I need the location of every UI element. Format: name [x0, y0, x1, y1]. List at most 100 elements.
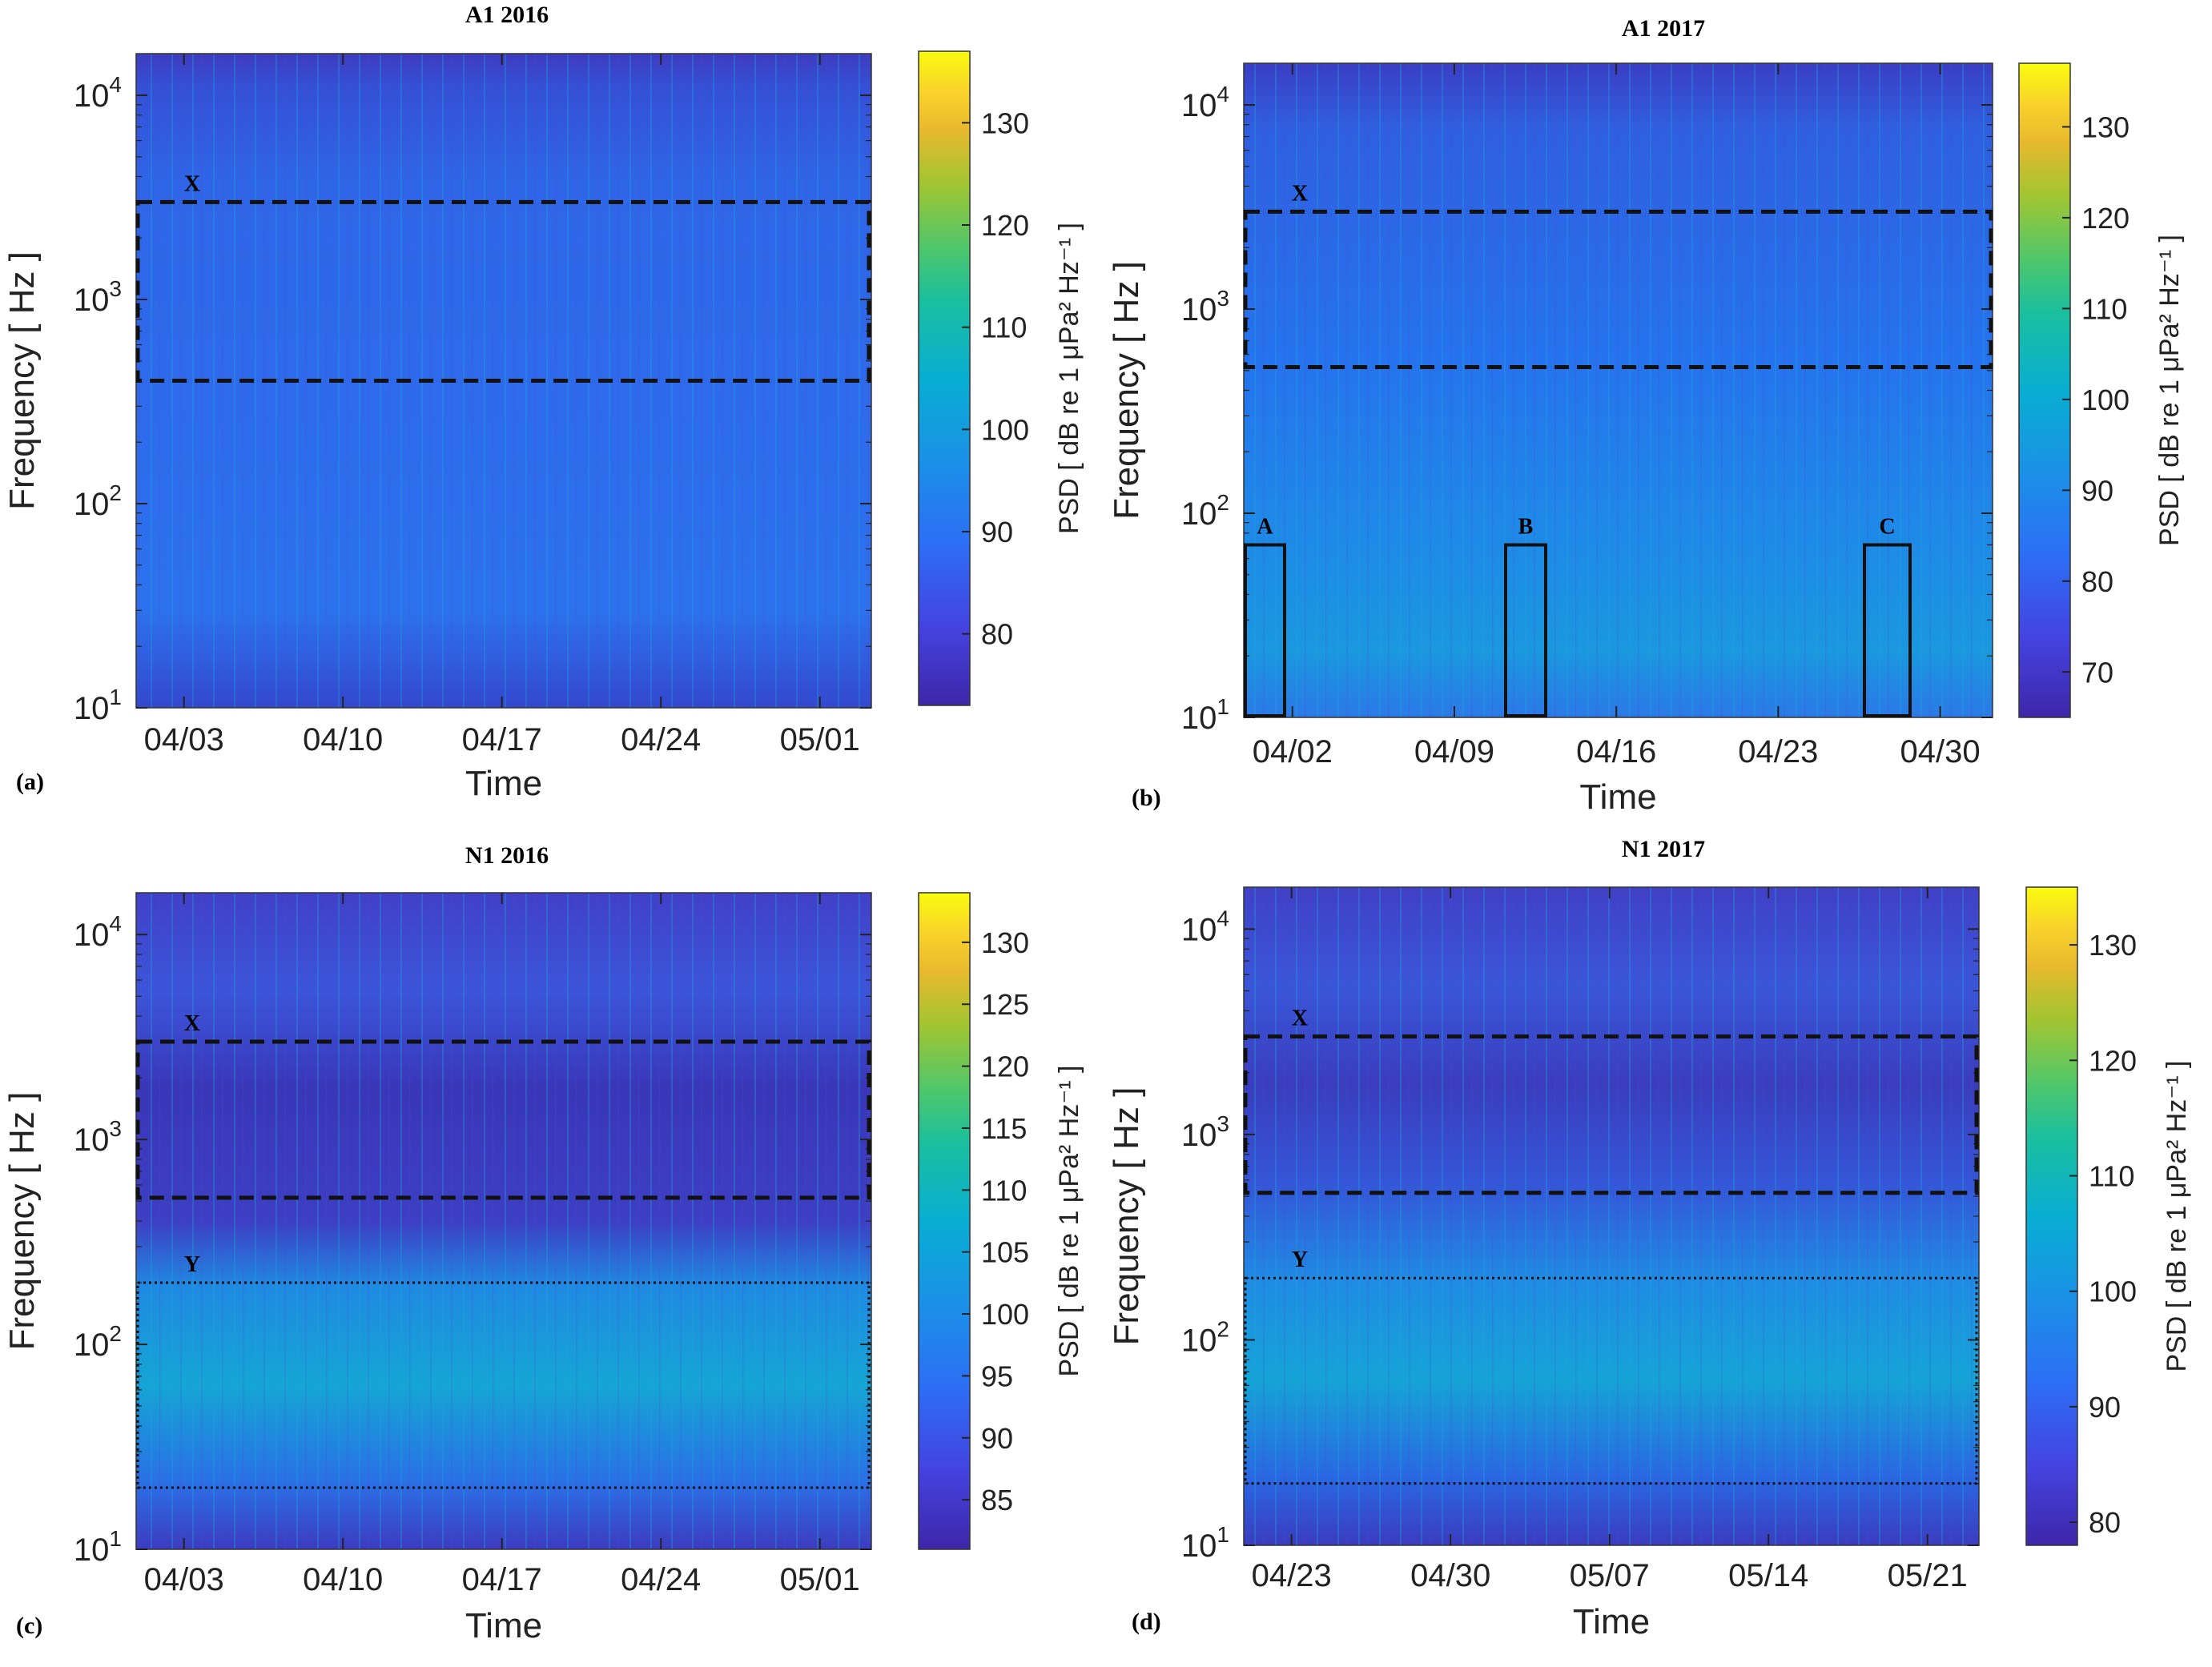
colorbar-tick-label: 100: [2089, 1275, 2137, 1308]
y-tick-label: 102: [74, 1321, 122, 1363]
y-axis-label: Frequency [ Hz ]: [2, 251, 42, 510]
region-label: X: [1292, 1006, 1308, 1031]
region-label: X: [184, 171, 200, 196]
y-tick-exponent: 4: [109, 72, 122, 97]
colorbar: [918, 50, 971, 706]
panel-2: A1 2017 (b) 101 102 103 104 04/02 04/09 04/16 04/…: [1107, 15, 2185, 817]
y-tick-exponent: 1: [1217, 1522, 1229, 1547]
colorbar-tick-label: 110: [2081, 292, 2127, 325]
y-tick-label: 103: [1181, 286, 1229, 327]
y-tick-exponent: 3: [109, 276, 122, 301]
colorbar-tick-label: 120: [981, 209, 1029, 242]
y-tick-exponent: 3: [1217, 1111, 1229, 1136]
region-label: B: [1518, 515, 1534, 540]
colorbar-tick-label: 100: [981, 1298, 1029, 1331]
y-tick-exponent: 3: [109, 1116, 122, 1141]
colorbar-tick-label: 80: [981, 618, 1013, 651]
region-box-c: [1863, 543, 1912, 718]
y-tick-label: 101: [74, 685, 122, 726]
y-tick-label: 103: [1181, 1111, 1229, 1153]
colorbar-tick-label: 110: [981, 311, 1027, 344]
spectrogram-texture: [136, 54, 871, 708]
panel-1: A1 2016 (a) 101 102 103 104 04/03 04/10 04/17 04/…: [2, 2, 1084, 803]
chart-title: N1 2017: [1622, 836, 1705, 862]
region-box-b: [1504, 543, 1547, 718]
y-tick-label: 104: [74, 72, 122, 114]
y-tick-exponent: 4: [1217, 82, 1229, 106]
y-tick-label: 104: [1181, 82, 1229, 123]
y-tick-label: 101: [1181, 694, 1229, 736]
y-tick-label: 102: [1181, 490, 1229, 532]
x-tick-label: 05/01: [780, 1562, 860, 1597]
panel-label: (c): [16, 1613, 42, 1639]
y-tick-label: 102: [1181, 1316, 1229, 1358]
colorbar: [2018, 62, 2071, 718]
y-tick-exponent: 2: [109, 1321, 122, 1346]
chart-title: N1 2016: [465, 842, 549, 869]
y-tick-label: 101: [74, 1526, 122, 1568]
x-axis-label: Time: [465, 764, 542, 803]
region-label: Y: [1292, 1247, 1308, 1272]
x-axis-label: Time: [1579, 777, 1656, 817]
panel-3: N1 2016 (c) 101 102 103 104 04/03 04/10 04/17 04/…: [2, 842, 1084, 1645]
colorbar-tick-label: 105: [981, 1236, 1029, 1269]
y-axis-label: Frequency [ Hz ]: [2, 1092, 42, 1351]
y-tick-exponent: 4: [109, 911, 122, 936]
x-tick-label: 04/30: [1900, 734, 1980, 769]
y-tick-label: 102: [74, 480, 122, 522]
colorbar-tick-label: 115: [981, 1112, 1027, 1145]
spectrogram-texture: [1244, 887, 1979, 1545]
spectrogram-texture: [1244, 63, 1993, 717]
x-tick-label: 04/30: [1410, 1558, 1490, 1593]
colorbar-tick-label: 90: [981, 1422, 1013, 1455]
y-tick-label: 101: [1181, 1522, 1229, 1564]
y-axis-label: Frequency [ Hz ]: [1107, 261, 1146, 520]
colorbar-tick-label: 100: [981, 413, 1029, 446]
panel-label: (a): [16, 769, 44, 795]
x-tick-label: 05/07: [1570, 1558, 1650, 1593]
y-tick-label: 104: [1181, 906, 1229, 947]
colorbar-tick-label: 80: [2089, 1506, 2121, 1539]
region-box-x: [1243, 1034, 1979, 1195]
x-tick-label: 05/14: [1728, 1558, 1808, 1593]
colorbar-tick-label: 130: [2089, 929, 2137, 962]
region-box-y: [136, 1281, 871, 1489]
colorbar-tick-label: 130: [981, 106, 1029, 139]
y-tick-exponent: 1: [109, 685, 122, 709]
panel-4: N1 2017 (d) 101 102 103 104 04/23 04/30 05/07 05/…: [1107, 836, 2192, 1641]
colorbar: [2025, 886, 2078, 1546]
x-tick-label: 04/10: [303, 1562, 383, 1597]
region-label: X: [184, 1011, 200, 1036]
x-tick-label: 05/21: [1888, 1558, 1968, 1593]
x-tick-label: 04/24: [621, 1562, 701, 1597]
chart-title: A1 2016: [465, 2, 549, 28]
colorbar-label: PSD [ dB re 1 μPa² Hz⁻¹ ]: [2154, 235, 2185, 546]
colorbar-tick-label: 70: [2081, 656, 2113, 689]
colorbar-tick-label: 125: [981, 988, 1029, 1021]
x-tick-label: 04/17: [462, 722, 542, 757]
colorbar-label: PSD [ dB re 1 μPa² Hz⁻¹ ]: [1054, 223, 1084, 534]
y-tick-exponent: 4: [1217, 906, 1229, 930]
panel-label: (d): [1132, 1609, 1161, 1635]
x-tick-label: 04/23: [1252, 1558, 1332, 1593]
y-axis-label: Frequency [ Hz ]: [1107, 1087, 1146, 1346]
x-tick-label: 04/24: [621, 722, 701, 757]
y-tick-exponent: 2: [109, 480, 122, 505]
y-tick-label: 103: [74, 276, 122, 318]
colorbar-tick-label: 130: [2081, 110, 2130, 143]
colorbar-tick-label: 90: [2081, 474, 2113, 507]
x-tick-label: 04/16: [1576, 734, 1656, 769]
chart-title: A1 2017: [1622, 15, 1705, 42]
colorbar-tick-label: 80: [2081, 565, 2113, 598]
colorbar-tick-label: 120: [2089, 1044, 2137, 1077]
y-tick-exponent: 1: [1217, 694, 1229, 719]
y-tick-exponent: 2: [1217, 490, 1229, 515]
y-tick-exponent: 3: [1217, 286, 1229, 311]
colorbar-tick-label: 100: [2081, 384, 2130, 416]
x-axis-label: Time: [465, 1606, 542, 1645]
y-tick-exponent: 2: [1217, 1316, 1229, 1341]
x-tick-label: 05/01: [780, 722, 860, 757]
region-box-x: [1243, 209, 1993, 369]
region-box-x: [135, 1039, 871, 1200]
